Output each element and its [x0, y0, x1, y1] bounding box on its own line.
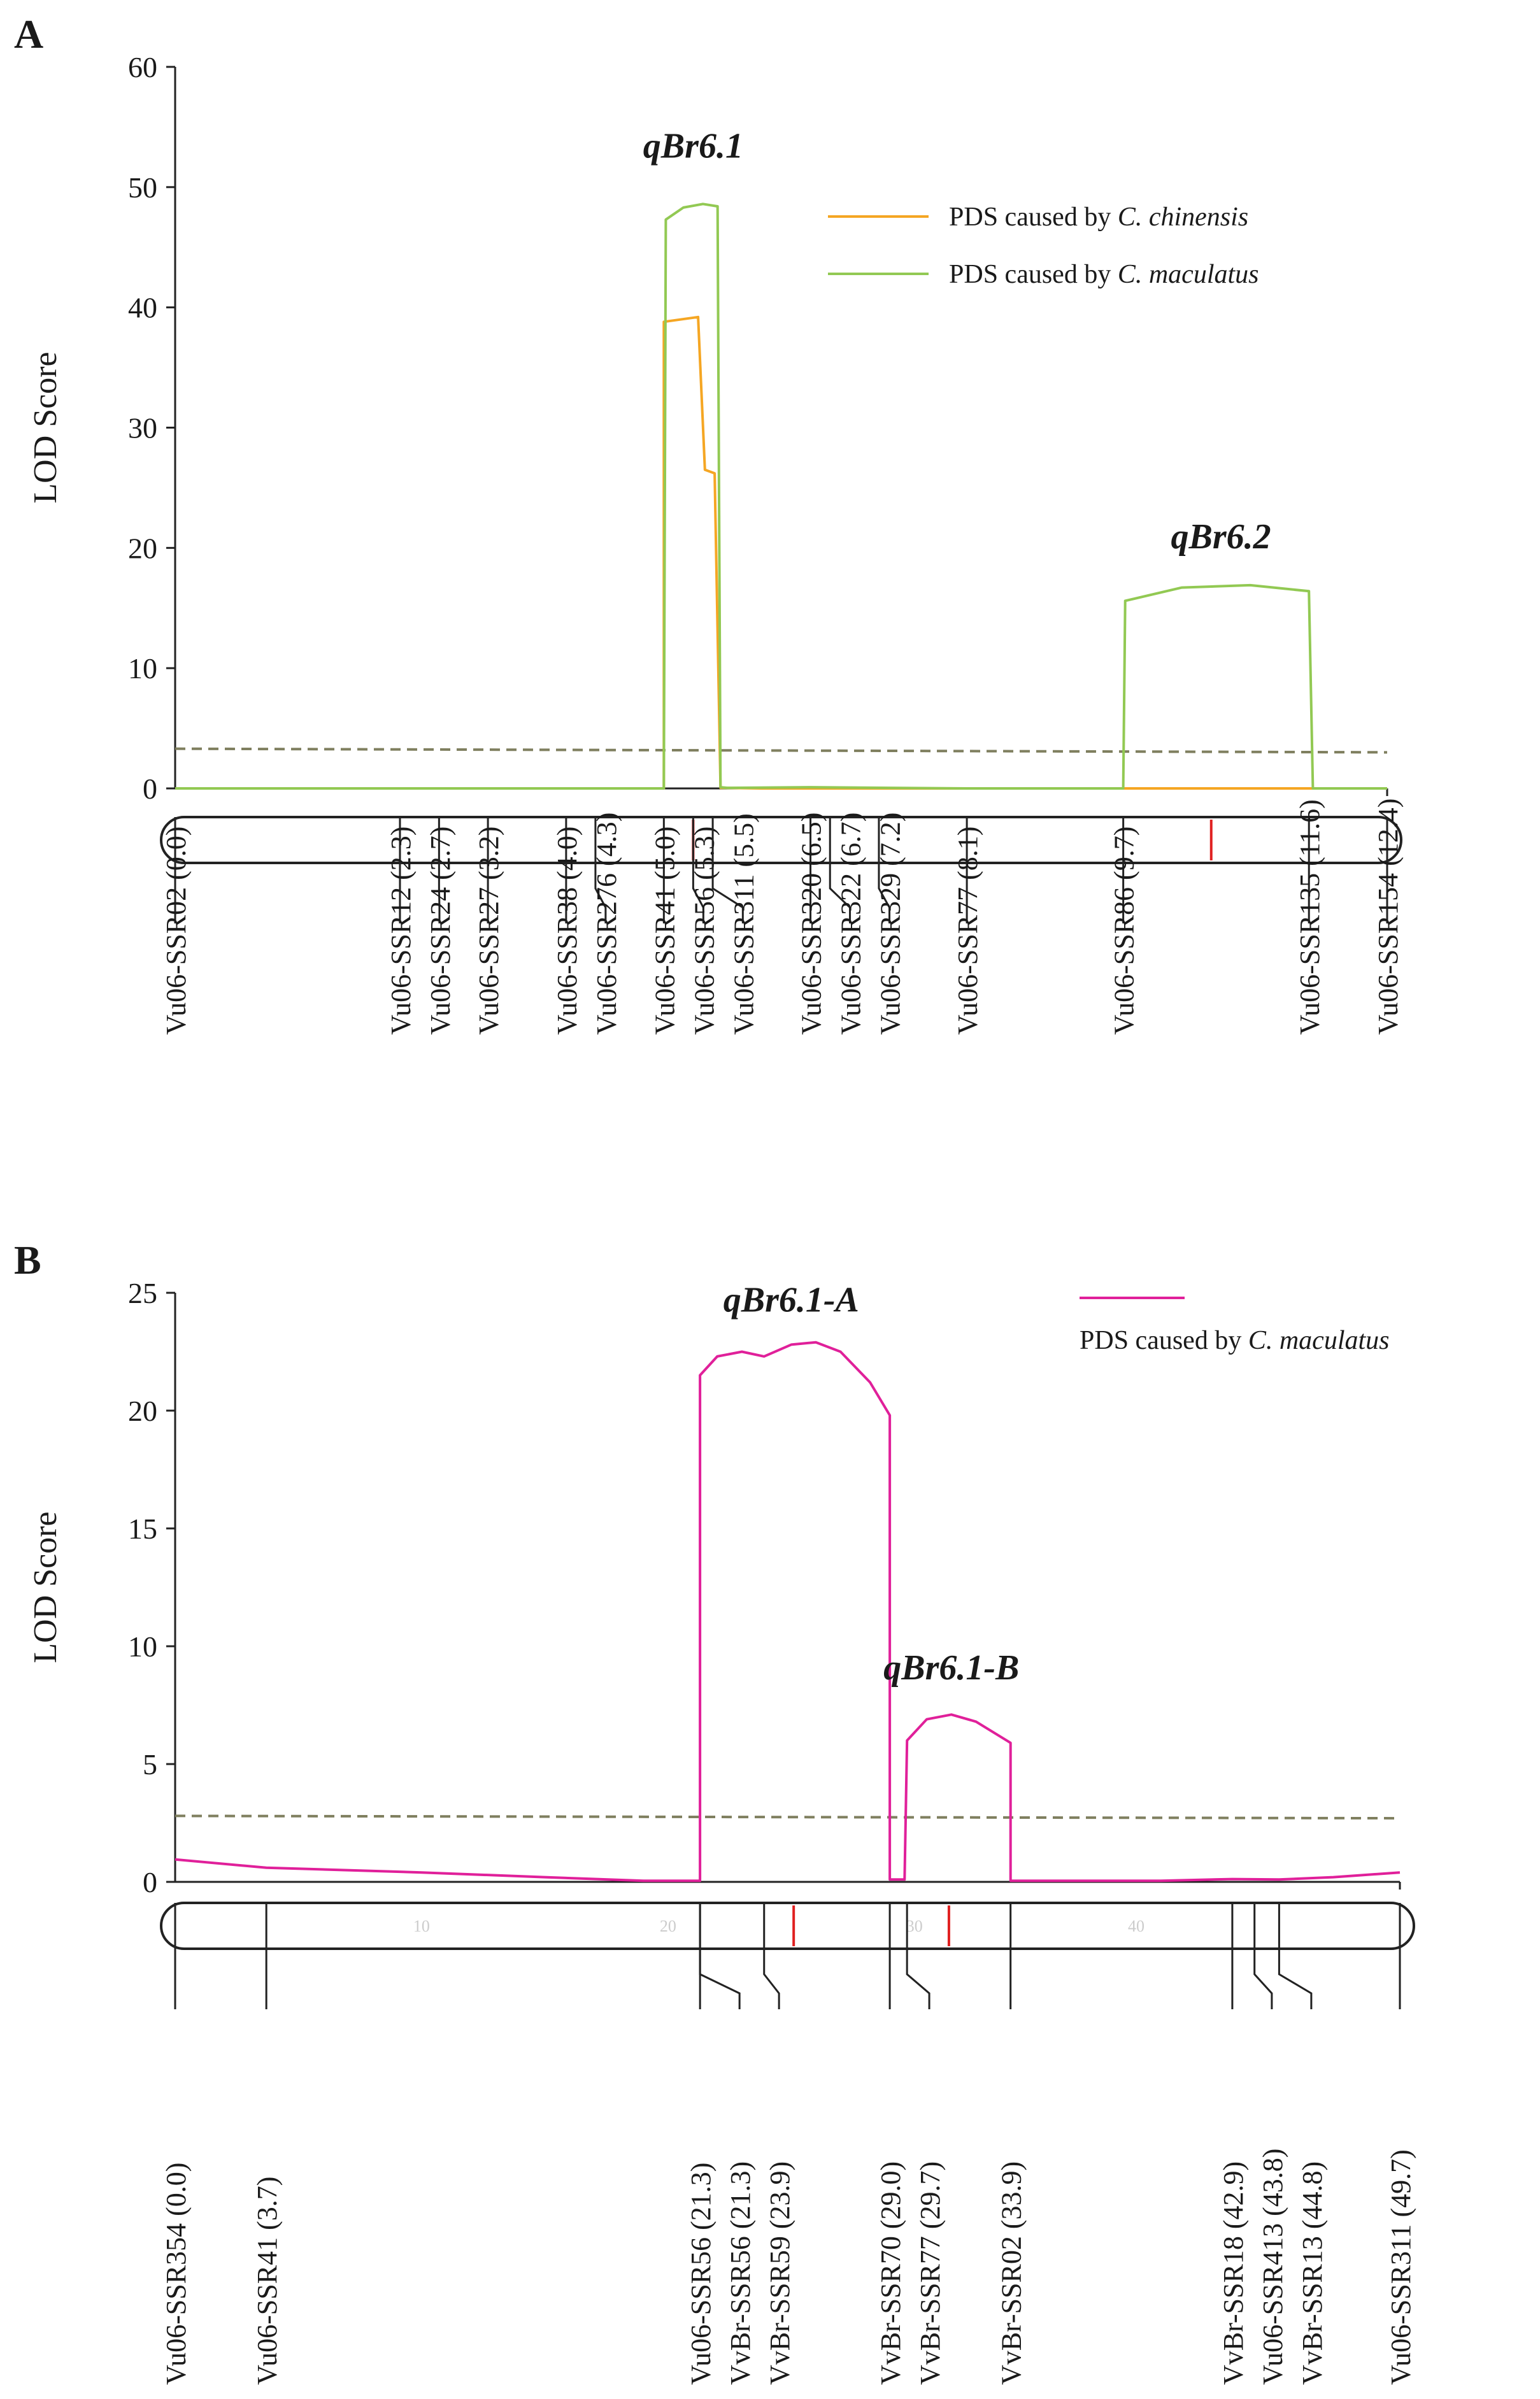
legend-label-species: C. maculatus: [1248, 1326, 1390, 1355]
chromosome-region-label-b: 40: [1128, 1917, 1144, 1935]
marker-label-a: Vu06-SSR02 (0.0): [160, 827, 192, 1035]
marker-label-a: Vu06-SSR77 (8.1): [952, 827, 983, 1035]
y-tick-label-a: 0: [143, 772, 157, 805]
marker-connector-a: [692, 863, 704, 923]
panel-a: A 0 10 20 30 40 50 60 LOD Score qBr6.1 qBr6.2 PDS c…: [14, 11, 1404, 1035]
marker-label-b: Vu06-SSR41 (3.7): [252, 2177, 283, 2385]
legend-label-prefix: PDS caused by: [949, 203, 1118, 232]
panel-letter-a: A: [14, 11, 43, 57]
legend-label-b-1: PDS caused by C. maculatus: [1080, 1326, 1390, 1355]
marker-label-a: Vu06-SSR320 (6.5): [796, 813, 827, 1035]
chromosome-bar-a: [160, 816, 1402, 864]
marker-label-b: VvBr-SSR56 (21.3): [725, 2161, 756, 2385]
qtl-label-a: qBr6.2: [1171, 517, 1271, 557]
chromosome-region-label-b: 10: [413, 1917, 430, 1935]
y-tick-label-a: 50: [128, 171, 157, 204]
marker-label-a: Vu06-SSR38 (4.0): [552, 827, 583, 1035]
legend-label-a-2: PDS caused by C. maculatus: [949, 260, 1259, 289]
marker-label-a: Vu06-SSR329 (7.2): [875, 813, 906, 1035]
y-axis-label-b: LOD Score: [27, 1511, 64, 1663]
marker-connector-b: [699, 1949, 741, 2009]
marker-label-b: Vu06-SSR413 (43.8): [1257, 2149, 1288, 2385]
y-tick-label-b: 5: [143, 1748, 157, 1781]
marker-label-b: Vu06-SSR311 (49.7): [1385, 2149, 1416, 2385]
marker-label-a: Vu06-SSR135 (11.6): [1294, 799, 1325, 1035]
marker-connector-a: [711, 863, 744, 923]
marker-label-a: Vu06-SSR24 (2.7): [425, 827, 456, 1035]
qtl-label-b: qBr6.1-A: [724, 1281, 859, 1320]
y-tick-label-a: 40: [128, 292, 157, 324]
series-line-a-2: [175, 203, 1387, 790]
y-tick-label-b: 15: [128, 1513, 157, 1545]
y-tick-label-a: 30: [128, 412, 157, 445]
y-tick-label-a: 20: [128, 532, 157, 564]
marker-label-b: Vu06-SSR56 (21.3): [685, 2163, 717, 2385]
marker-label-a: Vu06-SSR311 (5.5): [728, 813, 759, 1035]
series-line-b-1: [175, 1341, 1401, 1883]
y-tick-label-b: 25: [128, 1277, 157, 1309]
marker-label-a: Vu06-SSR56 (5.3): [688, 827, 720, 1035]
marker-label-b: VvBr-SSR02 (33.9): [996, 2161, 1027, 2385]
marker-label-a: Vu06-SSR276 (4.3): [591, 813, 622, 1035]
marker-connector-a: [878, 863, 891, 923]
y-axis-label-a: LOD Score: [27, 352, 64, 503]
marker-label-a: Vu06-SSR154 (12.4): [1372, 799, 1404, 1035]
marker-label-b: VvBr-SSR77 (29.7): [915, 2161, 946, 2385]
marker-connector-b: [1253, 1949, 1273, 2009]
marker-label-b: VvBr-SSR70 (29.0): [875, 2161, 906, 2385]
panel-letter-b: B: [14, 1237, 41, 1283]
marker-connector-b: [763, 1949, 780, 2009]
threshold-line-b: [175, 1814, 1401, 1820]
legend-label-species: C. maculatus: [1118, 260, 1259, 289]
marker-label-b: VvBr-SSR59 (23.9): [764, 2161, 795, 2385]
marker-label-a: Vu06-SSR322 (6.7): [836, 813, 867, 1035]
chromosome-region-label-b: 20: [660, 1917, 676, 1935]
y-tick-label-a: 60: [128, 51, 157, 83]
panel-b: B 0 5 10 15 20 25 LOD Score qBr6.1-A qBr6.1-B PDS …: [14, 1237, 1416, 2385]
marker-label-a: Vu06-SSR12 (2.3): [385, 827, 417, 1035]
marker-label-a: Vu06-SSR41 (5.0): [649, 827, 680, 1035]
marker-label-a: Vu06-SSR27 (3.2): [473, 827, 504, 1035]
marker-label-b: Vu06-SSR354 (0.0): [160, 2163, 192, 2385]
marker-label-b: VvBr-SSR13 (44.8): [1297, 2161, 1328, 2385]
threshold-line-a: [175, 747, 1388, 754]
marker-label-b: VvBr-SSR18 (42.9): [1218, 2161, 1249, 2385]
y-tick-label-a: 10: [128, 652, 157, 685]
marker-connector-b: [906, 1949, 930, 2009]
marker-connector-a: [829, 863, 852, 923]
marker-connector-a: [594, 863, 607, 923]
y-tick-label-b: 0: [143, 1866, 157, 1898]
legend-label-prefix: PDS caused by: [1080, 1326, 1248, 1355]
legend-label-prefix: PDS caused by: [949, 260, 1118, 289]
qtl-label-a: qBr6.1: [643, 127, 743, 166]
marker-connector-b: [1278, 1949, 1313, 2009]
y-tick-label-b: 10: [128, 1630, 157, 1663]
marker-label-a: Vu06-SSR86 (9.7): [1109, 827, 1140, 1035]
legend-label-species: C. chinensis: [1118, 203, 1248, 232]
qtl-label-b: qBr6.1-B: [883, 1648, 1019, 1688]
legend-label-a-1: PDS caused by C. chinensis: [949, 203, 1248, 232]
y-tick-label-b: 20: [128, 1395, 157, 1427]
chromosome-region-label-b: 30: [906, 1917, 923, 1935]
chromosome-bar-b: [160, 1902, 1415, 1950]
